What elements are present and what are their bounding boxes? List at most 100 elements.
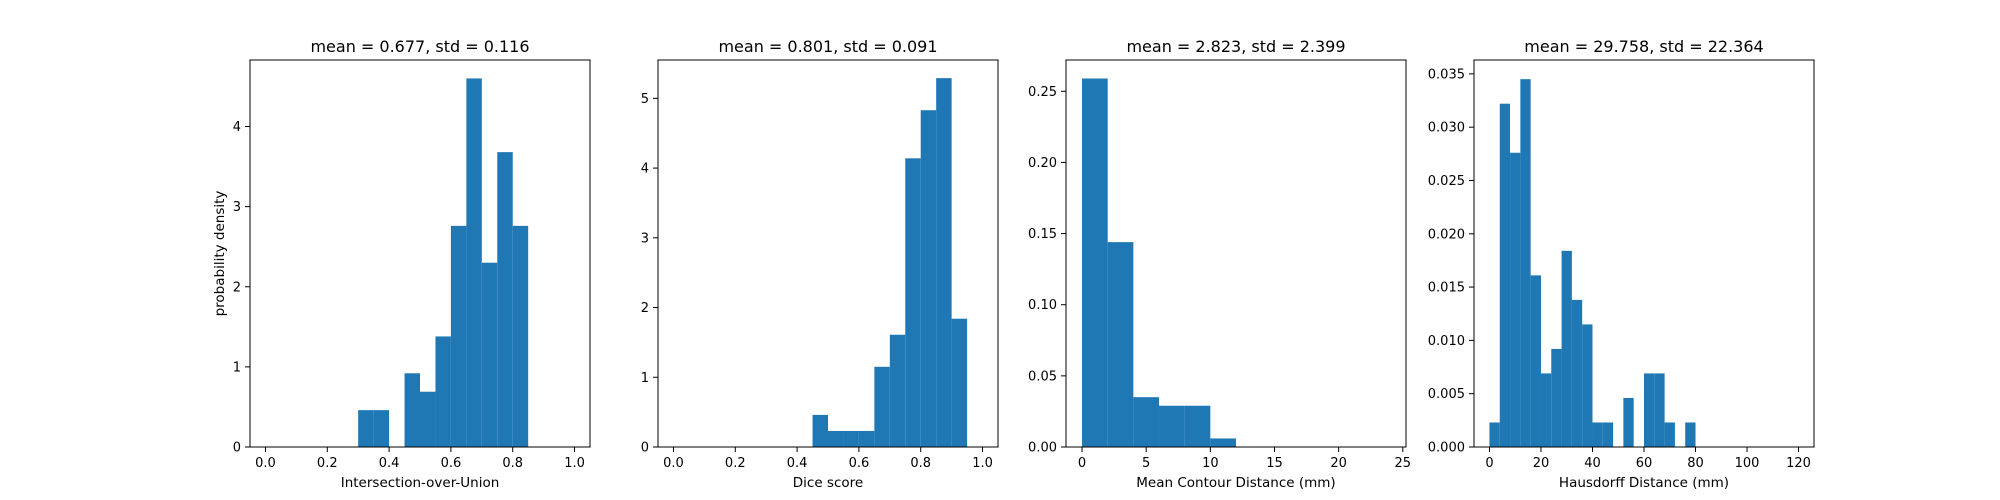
x-tick-label: 10 bbox=[1202, 456, 1219, 471]
histogram-bar bbox=[951, 318, 968, 447]
y-tick-label: 3 bbox=[641, 231, 649, 246]
y-tick-label: 0.015 bbox=[1428, 281, 1465, 296]
histogram-bar bbox=[497, 152, 513, 447]
histogram-bar bbox=[828, 430, 844, 447]
chart-title: mean = 29.758, std = 22.364 bbox=[1524, 37, 1763, 56]
x-axis-label: Intersection-over-Union bbox=[341, 475, 500, 491]
y-tick-label: 0.00 bbox=[1028, 441, 1057, 456]
histogram-bar bbox=[1644, 373, 1655, 447]
y-tick-label: 0.10 bbox=[1028, 298, 1057, 313]
histogram-bar bbox=[1571, 299, 1583, 447]
y-tick-label: 0.025 bbox=[1428, 174, 1465, 189]
histogram-bar bbox=[1520, 79, 1531, 447]
histogram-bar bbox=[373, 410, 390, 447]
x-tick-label: 20 bbox=[1533, 456, 1550, 471]
histogram-bar bbox=[1107, 242, 1134, 447]
x-tick-label: 0.0 bbox=[255, 456, 276, 471]
histogram-bar bbox=[1561, 250, 1572, 447]
histogram-bar bbox=[812, 414, 828, 447]
y-tick-label: 0 bbox=[233, 441, 241, 456]
y-tick-label: 0.030 bbox=[1428, 121, 1465, 136]
x-tick-label: 5 bbox=[1142, 456, 1150, 471]
y-tick-label: 0.25 bbox=[1028, 85, 1057, 100]
histogram-bar bbox=[450, 225, 467, 447]
y-tick-label: 0.20 bbox=[1028, 156, 1057, 171]
histogram-bar bbox=[1582, 324, 1593, 447]
x-tick-label: 20 bbox=[1330, 456, 1347, 471]
x-tick-label: 0.0 bbox=[663, 456, 684, 471]
axes-frame bbox=[249, 59, 591, 448]
y-tick-label: 4 bbox=[233, 120, 241, 135]
histogram-bar bbox=[358, 410, 374, 447]
histogram-bar bbox=[1540, 373, 1552, 447]
histogram-bar bbox=[1623, 397, 1634, 447]
histogram-bar bbox=[1489, 422, 1500, 447]
y-tick-label: 1 bbox=[641, 371, 649, 386]
y-axis-label: probability density bbox=[212, 191, 228, 317]
x-tick-label: 0.6 bbox=[849, 456, 870, 471]
y-tick-label: 0 bbox=[641, 441, 649, 456]
histogram-bar bbox=[435, 336, 451, 447]
histogram-bar bbox=[858, 430, 875, 447]
histogram-bar bbox=[1510, 152, 1521, 447]
histogram-bar bbox=[420, 391, 436, 447]
x-tick-label: 0 bbox=[1485, 456, 1493, 471]
axes-frame bbox=[657, 59, 999, 448]
y-tick-label: 0.000 bbox=[1428, 441, 1465, 456]
x-tick-label: 0.4 bbox=[379, 456, 400, 471]
x-tick-label: 25 bbox=[1395, 456, 1412, 471]
histogram-panel-4: 0 20 40 60 80 100 120 0.000 0.005 0.010 0.015 0.020… bbox=[1428, 37, 1815, 491]
histogram-bar bbox=[1602, 422, 1614, 447]
histogram-bar bbox=[1210, 438, 1236, 447]
histogram-bar bbox=[404, 373, 420, 447]
histogram-bar bbox=[936, 78, 952, 447]
y-tick-label: 0.005 bbox=[1428, 387, 1465, 402]
x-tick-label: 0.2 bbox=[317, 456, 338, 471]
y-tick-label: 5 bbox=[641, 92, 649, 107]
x-tick-label: 0.2 bbox=[725, 456, 746, 471]
histogram-bar bbox=[512, 225, 529, 447]
y-tick-label: 3 bbox=[233, 200, 241, 215]
chart-title: mean = 2.823, std = 2.399 bbox=[1126, 37, 1345, 56]
x-tick-label: 120 bbox=[1786, 456, 1811, 471]
x-axis-label: Dice score bbox=[793, 475, 863, 491]
histogram-bar bbox=[1592, 422, 1603, 447]
histogram-bar bbox=[874, 366, 890, 447]
histogram-bar bbox=[1551, 348, 1562, 447]
chart-title: mean = 0.801, std = 0.091 bbox=[718, 37, 937, 56]
y-tick-label: 0.035 bbox=[1428, 67, 1465, 82]
x-tick-label: 0.4 bbox=[787, 456, 808, 471]
histogram-bar bbox=[905, 158, 921, 447]
histogram-bar bbox=[1133, 397, 1160, 447]
histogram-bar bbox=[1530, 275, 1541, 447]
histogram-bar bbox=[481, 262, 498, 447]
x-axis-label: Mean Contour Distance (mm) bbox=[1136, 475, 1335, 491]
x-tick-label: 0.8 bbox=[502, 456, 523, 471]
y-tick-label: 0.05 bbox=[1028, 369, 1057, 384]
x-tick-label: 0.8 bbox=[910, 456, 931, 471]
y-tick-label: 1 bbox=[233, 360, 241, 375]
x-axis-label: Hausdorff Distance (mm) bbox=[1559, 475, 1729, 491]
y-tick-label: 0.15 bbox=[1028, 227, 1057, 242]
histogram-bar bbox=[1082, 78, 1108, 447]
histogram-bar bbox=[1654, 373, 1665, 447]
x-tick-label: 40 bbox=[1584, 456, 1601, 471]
x-tick-label: 15 bbox=[1266, 456, 1283, 471]
y-tick-label: 4 bbox=[641, 162, 649, 177]
axes-frame bbox=[1065, 59, 1407, 448]
histogram-bar bbox=[843, 430, 859, 447]
histogram-panel-1: 0.0 0.2 0.4 0.6 0.8 1.0 0 1 2 3 4 mean = 0.677, std… bbox=[212, 37, 591, 491]
x-tick-label: 0.6 bbox=[441, 456, 462, 471]
histogram-bar bbox=[920, 110, 937, 448]
y-tick-label: 2 bbox=[641, 301, 649, 316]
x-tick-label: 80 bbox=[1687, 456, 1704, 471]
x-tick-label: 60 bbox=[1636, 456, 1653, 471]
histogram-panel-3: 0 5 10 15 20 25 0.00 0.05 0.10 0.15 0.20 0.25 mean =… bbox=[1028, 37, 1411, 491]
histogram-bar bbox=[1184, 405, 1211, 447]
x-tick-label: 100 bbox=[1735, 456, 1760, 471]
x-tick-label: 0 bbox=[1078, 456, 1086, 471]
chart-title: mean = 0.677, std = 0.116 bbox=[310, 37, 529, 56]
histogram-bar bbox=[1159, 405, 1185, 447]
histogram-bar bbox=[889, 334, 906, 447]
